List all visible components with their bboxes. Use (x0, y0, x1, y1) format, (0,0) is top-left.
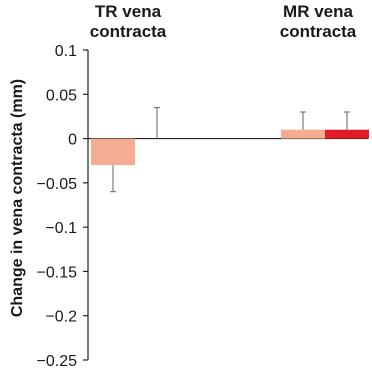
y-tick-label: −0.25 (37, 353, 78, 369)
bars (91, 129, 369, 166)
bar (325, 129, 369, 139)
error-bars (110, 107, 350, 193)
group-label: TR vena contracta (90, 2, 167, 41)
bar (91, 138, 135, 166)
group-label-line: contracta (280, 22, 357, 41)
y-tick-label: 0.05 (46, 87, 77, 104)
bar (281, 129, 325, 139)
group-label-line: TR vena (95, 2, 162, 21)
y-tick-label: 0.1 (55, 43, 77, 60)
group-label-line: contracta (90, 22, 167, 41)
y-axis: 0.1 0.05 0 −0.05 −0.1 −0.15 −0.2 −0.25 (37, 43, 368, 369)
y-axis-label: Change in vena contracta (mm) (9, 79, 26, 317)
y-tick-label: −0.2 (45, 309, 77, 326)
y-tick-label: 0 (68, 132, 77, 149)
y-tick-label: −0.15 (37, 264, 78, 281)
y-tick-label: −0.1 (45, 220, 77, 237)
group-label-line: MR vena (283, 2, 353, 21)
y-tick-label: −0.05 (37, 176, 78, 193)
group-label: MR vena contracta (280, 2, 357, 41)
